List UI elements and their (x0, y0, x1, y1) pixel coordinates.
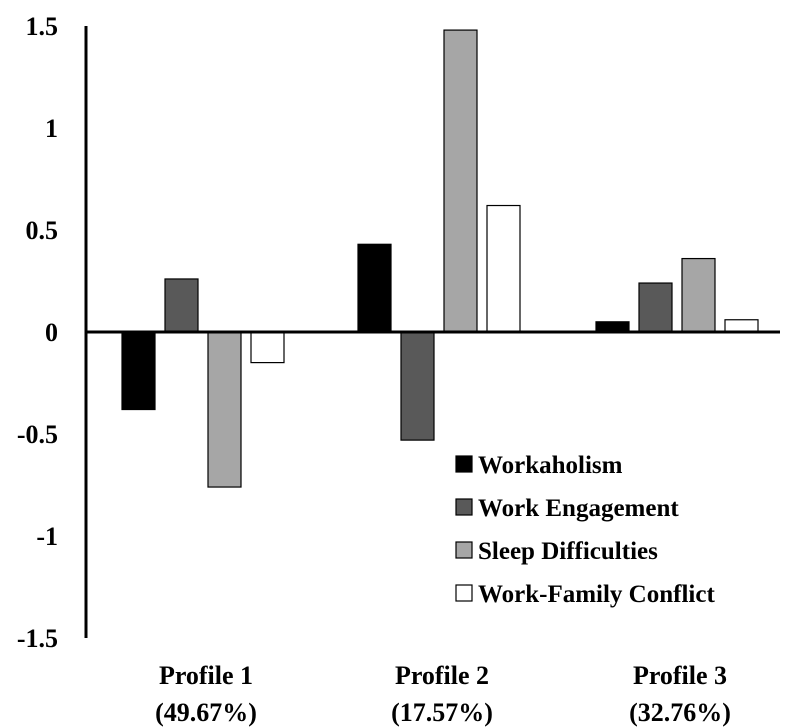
legend-label: Workaholism (478, 452, 623, 479)
bar-work-engagement-profile-2 (400, 331, 435, 441)
bar-sleep-difficulties-profile-2 (443, 29, 478, 333)
bar-sleep-difficulties-profile-1 (207, 331, 242, 488)
category-label: Profile 2 (395, 661, 489, 690)
legend-swatch (455, 584, 473, 602)
category-label: (49.67%) (155, 698, 257, 727)
y-axis-ticks: 1.5 1 0.5 0 -0.5 -1 -1.5 (17, 12, 58, 653)
bar-workaholism-profile-2 (357, 243, 392, 333)
category-label: Profile 1 (159, 661, 253, 690)
bar-work-family-conflict-profile-2 (486, 204, 521, 333)
y-tick-label: -0.5 (17, 420, 58, 449)
bar-workaholism-profile-3 (595, 321, 630, 333)
y-tick-label: 1.5 (26, 12, 59, 41)
bar-work-family-conflict-profile-1 (250, 331, 285, 364)
bar-sleep-difficulties-profile-3 (681, 257, 716, 333)
legend: Workaholism Work Engagement Sleep Difficul… (455, 452, 715, 608)
category-label: (32.76%) (629, 698, 731, 727)
y-tick-label: -1.5 (17, 624, 58, 653)
bar-work-engagement-profile-1 (164, 278, 199, 333)
legend-swatch (455, 498, 473, 516)
y-tick-label: 0 (45, 318, 58, 347)
category-label: (17.57%) (391, 698, 493, 727)
y-tick-label: 1 (45, 114, 58, 143)
category-label: Profile 3 (633, 661, 727, 690)
x-axis-category-labels: Profile 1 (49.67%) Profile 2 (17.57%) Profil… (155, 661, 731, 727)
legend-swatch (455, 455, 473, 473)
bar-workaholism-profile-1 (121, 331, 156, 411)
legend-label: Work Engagement (478, 495, 679, 522)
legend-swatch (455, 541, 473, 559)
y-tick-label: -1 (36, 522, 58, 551)
bar-work-family-conflict-profile-3 (724, 319, 759, 333)
y-tick-label: 0.5 (26, 216, 59, 245)
legend-label: Work-Family Conflict (478, 581, 715, 608)
bars (121, 29, 759, 488)
legend-label: Sleep Difficulties (478, 538, 658, 565)
bar-work-engagement-profile-3 (638, 282, 673, 333)
